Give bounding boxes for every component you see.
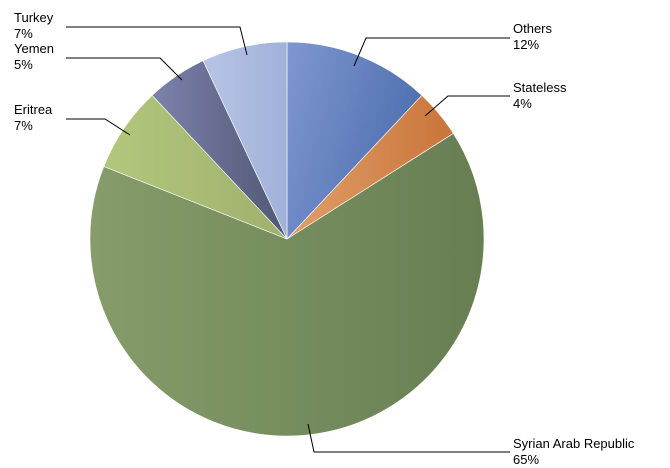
slice-pct-turkey: 7% [14,26,33,41]
pie-slice-syrian-arab-republic [89,133,485,437]
slice-pct-others: 12% [513,37,539,52]
leader-line-others [353,37,510,67]
slice-label-others: Others [513,21,553,36]
slice-pct-eritrea: 7% [14,118,33,133]
slice-label-yemen: Yemen [14,41,54,56]
leader-line-turkey [66,26,248,56]
slice-label-eritrea: Eritrea [14,102,53,117]
slice-pct-stateless: 4% [513,96,532,111]
slice-label-turkey: Turkey [14,10,54,25]
slice-pct-yemen: 5% [14,57,33,72]
leader-line-stateless [424,95,510,117]
pie-slice-others [286,41,423,240]
slice-pct-syria: 65% [513,452,539,467]
leader-line-eritrea [66,118,131,136]
pie-slice-turkey [202,41,288,240]
slice-label-stateless: Stateless [513,80,567,95]
leader-line-yemen [66,57,183,81]
slice-label-syria: Syrian Arab Republic [513,436,635,451]
leader-line-syria [307,423,510,453]
